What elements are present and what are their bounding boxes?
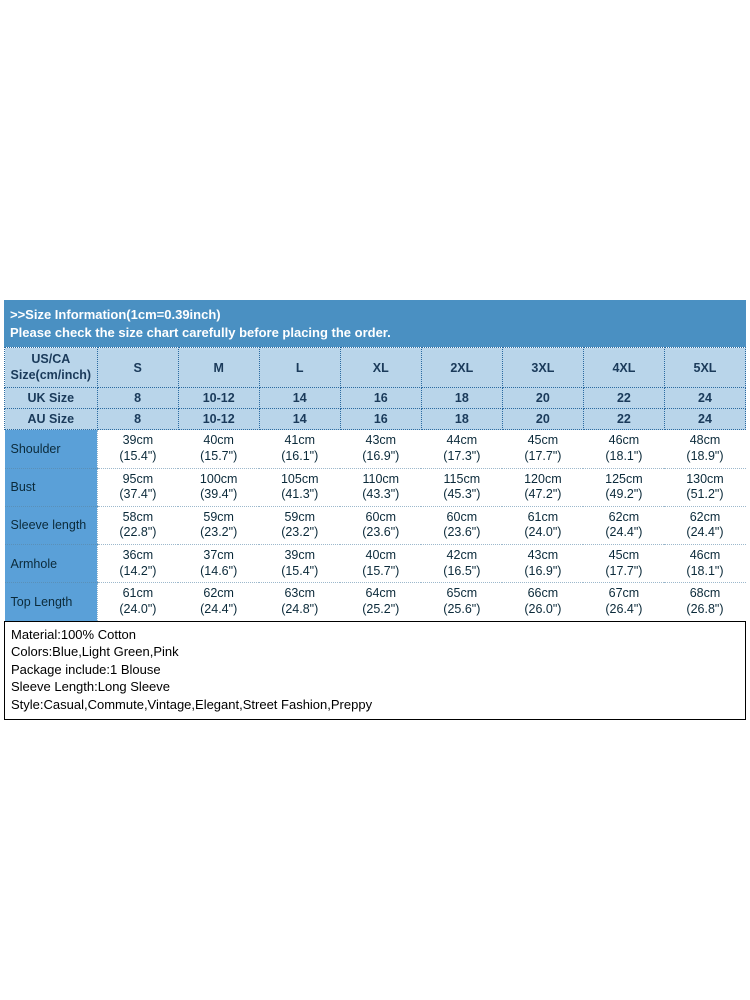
desc-sleeve: Sleeve Length:Long Sleeve bbox=[11, 678, 739, 696]
uk-size-cell: 18 bbox=[421, 388, 502, 409]
measurement-cell: 58cm(22.8") bbox=[97, 506, 178, 544]
measurement-cell: 43cm(16.9") bbox=[502, 545, 583, 583]
measurement-cell: 62cm(24.4") bbox=[664, 506, 745, 544]
uk-size-cell: 14 bbox=[259, 388, 340, 409]
measurement-cell: 41cm(16.1") bbox=[259, 430, 340, 468]
desc-colors: Colors:Blue,Light Green,Pink bbox=[11, 643, 739, 661]
measurement-row: Shoulder39cm(15.4")40cm(15.7")41cm(16.1"… bbox=[5, 430, 746, 468]
uk-size-cell: 24 bbox=[664, 388, 745, 409]
measurement-label: Armhole bbox=[5, 545, 98, 583]
measurement-cell: 65cm(25.6") bbox=[421, 583, 502, 621]
measurement-cell: 40cm(15.7") bbox=[178, 430, 259, 468]
desc-style: Style:Casual,Commute,Vintage,Elegant,Str… bbox=[11, 696, 739, 714]
au-label: AU Size bbox=[5, 409, 98, 430]
measurement-label: Top Length bbox=[5, 583, 98, 621]
au-size-cell: 16 bbox=[340, 409, 421, 430]
measurement-row: Top Length61cm(24.0")62cm(24.4")63cm(24.… bbox=[5, 583, 746, 621]
measurement-cell: 45cm(17.7") bbox=[583, 545, 664, 583]
au-size-cell: 10-12 bbox=[178, 409, 259, 430]
measurement-cell: 63cm(24.8") bbox=[259, 583, 340, 621]
measurement-cell: 61cm(24.0") bbox=[97, 583, 178, 621]
size-col-header: 3XL bbox=[502, 348, 583, 388]
measurement-cell: 62cm(24.4") bbox=[583, 506, 664, 544]
measurement-cell: 45cm(17.7") bbox=[502, 430, 583, 468]
banner-line-2: Please check the size chart carefully be… bbox=[10, 324, 740, 342]
measurement-cell: 61cm(24.0") bbox=[502, 506, 583, 544]
size-chart-table: US/CA Size(cm/inch) S M L XL 2XL 3XL 4XL… bbox=[4, 347, 746, 622]
au-size-cell: 22 bbox=[583, 409, 664, 430]
measurement-cell: 46cm(18.1") bbox=[583, 430, 664, 468]
measurement-cell: 44cm(17.3") bbox=[421, 430, 502, 468]
header-row-usca: US/CA Size(cm/inch) S M L XL 2XL 3XL 4XL… bbox=[5, 348, 746, 388]
measurement-label: Bust bbox=[5, 468, 98, 506]
measurement-cell: 68cm(26.8") bbox=[664, 583, 745, 621]
uk-label: UK Size bbox=[5, 388, 98, 409]
measurement-cell: 64cm(25.2") bbox=[340, 583, 421, 621]
uk-size-cell: 10-12 bbox=[178, 388, 259, 409]
uk-size-cell: 8 bbox=[97, 388, 178, 409]
measurement-cell: 130cm(51.2") bbox=[664, 468, 745, 506]
measurement-cell: 110cm(43.3") bbox=[340, 468, 421, 506]
size-col-header: L bbox=[259, 348, 340, 388]
measurement-cell: 105cm(41.3") bbox=[259, 468, 340, 506]
au-size-cell: 14 bbox=[259, 409, 340, 430]
size-col-header: 4XL bbox=[583, 348, 664, 388]
measurement-cell: 42cm(16.5") bbox=[421, 545, 502, 583]
measurement-label: Sleeve length bbox=[5, 506, 98, 544]
desc-material: Material:100% Cotton bbox=[11, 626, 739, 644]
measurement-cell: 60cm(23.6") bbox=[340, 506, 421, 544]
uk-size-cell: 22 bbox=[583, 388, 664, 409]
size-col-header: M bbox=[178, 348, 259, 388]
size-col-header: S bbox=[97, 348, 178, 388]
banner-line-1: >>Size Information(1cm=0.39inch) bbox=[10, 306, 740, 324]
measurement-cell: 100cm(39.4") bbox=[178, 468, 259, 506]
header-row-uk: UK Size 8 10-12 14 16 18 20 22 24 bbox=[5, 388, 746, 409]
measurement-cell: 125cm(49.2") bbox=[583, 468, 664, 506]
measurement-cell: 39cm(15.4") bbox=[97, 430, 178, 468]
uk-size-cell: 20 bbox=[502, 388, 583, 409]
uk-size-cell: 16 bbox=[340, 388, 421, 409]
size-col-header: 2XL bbox=[421, 348, 502, 388]
size-col-header: XL bbox=[340, 348, 421, 388]
measurement-cell: 46cm(18.1") bbox=[664, 545, 745, 583]
measurement-label: Shoulder bbox=[5, 430, 98, 468]
measurement-cell: 36cm(14.2") bbox=[97, 545, 178, 583]
measurement-cell: 59cm(23.2") bbox=[259, 506, 340, 544]
measurement-cell: 95cm(37.4") bbox=[97, 468, 178, 506]
size-col-header: 5XL bbox=[664, 348, 745, 388]
measurement-row: Bust95cm(37.4")100cm(39.4")105cm(41.3")1… bbox=[5, 468, 746, 506]
measurement-cell: 37cm(14.6") bbox=[178, 545, 259, 583]
product-description: Material:100% Cotton Colors:Blue,Light G… bbox=[4, 621, 746, 721]
measurement-row: Sleeve length58cm(22.8")59cm(23.2")59cm(… bbox=[5, 506, 746, 544]
measurement-cell: 43cm(16.9") bbox=[340, 430, 421, 468]
au-size-cell: 24 bbox=[664, 409, 745, 430]
measurement-cell: 62cm(24.4") bbox=[178, 583, 259, 621]
measurement-cell: 66cm(26.0") bbox=[502, 583, 583, 621]
measurement-cell: 115cm(45.3") bbox=[421, 468, 502, 506]
measurement-cell: 39cm(15.4") bbox=[259, 545, 340, 583]
measurement-row: Armhole36cm(14.2")37cm(14.6")39cm(15.4")… bbox=[5, 545, 746, 583]
measurement-cell: 120cm(47.2") bbox=[502, 468, 583, 506]
usca-label: US/CA Size(cm/inch) bbox=[5, 348, 98, 388]
measurement-cell: 67cm(26.4") bbox=[583, 583, 664, 621]
au-size-cell: 18 bbox=[421, 409, 502, 430]
au-size-cell: 20 bbox=[502, 409, 583, 430]
measurement-cell: 40cm(15.7") bbox=[340, 545, 421, 583]
measurement-cell: 59cm(23.2") bbox=[178, 506, 259, 544]
au-size-cell: 8 bbox=[97, 409, 178, 430]
header-row-au: AU Size 8 10-12 14 16 18 20 22 24 bbox=[5, 409, 746, 430]
size-info-banner: >>Size Information(1cm=0.39inch) Please … bbox=[4, 300, 746, 347]
measurement-cell: 60cm(23.6") bbox=[421, 506, 502, 544]
desc-package: Package include:1 Blouse bbox=[11, 661, 739, 679]
measurement-cell: 48cm(18.9") bbox=[664, 430, 745, 468]
